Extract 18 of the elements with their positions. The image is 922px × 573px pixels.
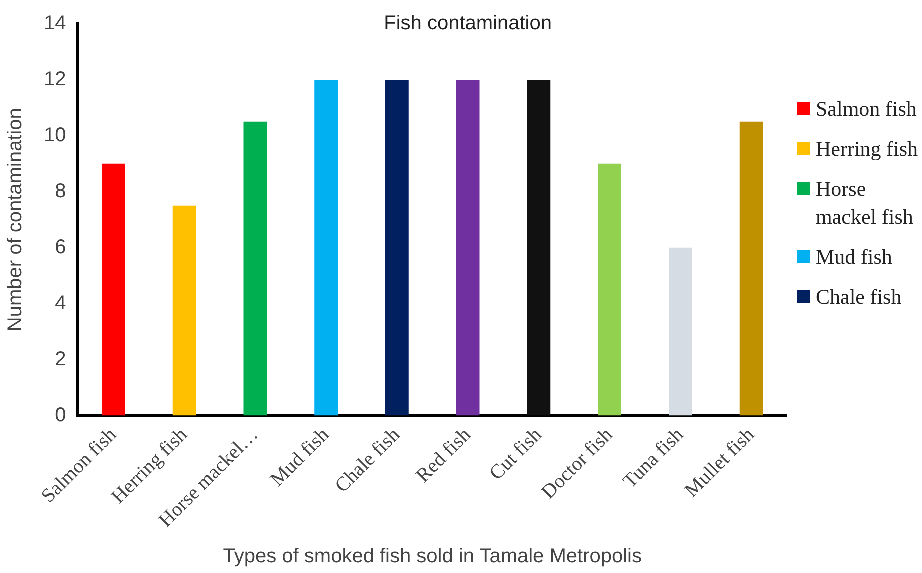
y-tick-label: 14: [44, 12, 66, 35]
legend-label: Herring fish: [816, 136, 918, 163]
legend-label: Mud fish: [816, 244, 892, 271]
y-axis-title: Number of contamination: [4, 108, 27, 332]
x-tick-label: Cut fish: [485, 424, 546, 485]
x-axis-title: Types of smoked fish sold in Tamale Metropolis: [223, 546, 642, 568]
y-tick-label: 4: [55, 292, 66, 314]
x-tick-label: Red fish: [412, 424, 476, 488]
legend-label: Horse mackel fish: [816, 176, 914, 231]
legend-label: Chale fish: [816, 284, 902, 311]
y-tick-label: 8: [55, 180, 66, 202]
chart-title: Fish contamination: [384, 12, 552, 35]
y-tick-label: 12: [44, 68, 66, 90]
y-tick-label: 10: [44, 124, 66, 146]
y-tick-label: 0: [55, 404, 66, 426]
y-tick-label: 6: [55, 236, 66, 258]
y-tick-label: 2: [55, 348, 66, 370]
legend-label: Salmon fish: [816, 96, 917, 123]
